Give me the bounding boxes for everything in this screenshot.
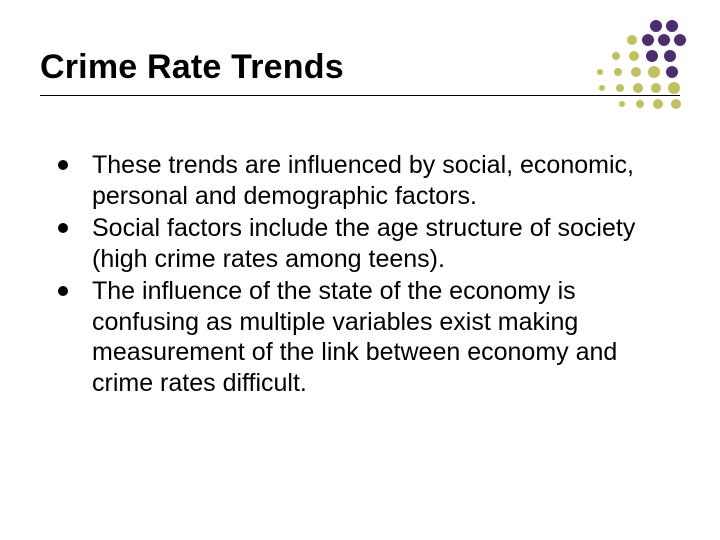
bullet-text: These trends are influenced by social, e… xyxy=(92,151,634,210)
bullet-dot-icon xyxy=(58,223,68,233)
bullet-dot-icon xyxy=(58,160,68,170)
deco-dot xyxy=(627,35,637,45)
title-underline xyxy=(40,95,680,96)
deco-dot xyxy=(642,34,654,46)
bullet-text: The influence of the state of the econom… xyxy=(92,277,617,397)
bullet-item: Social factors include the age structure… xyxy=(58,213,670,274)
deco-dot xyxy=(658,34,670,46)
deco-dot xyxy=(619,101,625,107)
deco-dot xyxy=(653,99,663,109)
deco-dot xyxy=(666,20,678,32)
deco-dot xyxy=(650,20,662,32)
bullet-item: The influence of the state of the econom… xyxy=(58,276,670,398)
body-block: These trends are influenced by social, e… xyxy=(58,150,670,400)
slide-title: Crime Rate Trends xyxy=(40,48,680,87)
bullet-text: Social factors include the age structure… xyxy=(92,214,635,273)
deco-dot xyxy=(671,99,681,109)
title-block: Crime Rate Trends xyxy=(40,48,680,96)
deco-dot xyxy=(636,100,644,108)
slide: Crime Rate Trends These trends are influ… xyxy=(0,0,720,540)
bullet-item: These trends are influenced by social, e… xyxy=(58,150,670,211)
bullet-dot-icon xyxy=(58,286,68,296)
deco-dot xyxy=(674,34,686,46)
bullet-list: These trends are influenced by social, e… xyxy=(58,150,670,398)
